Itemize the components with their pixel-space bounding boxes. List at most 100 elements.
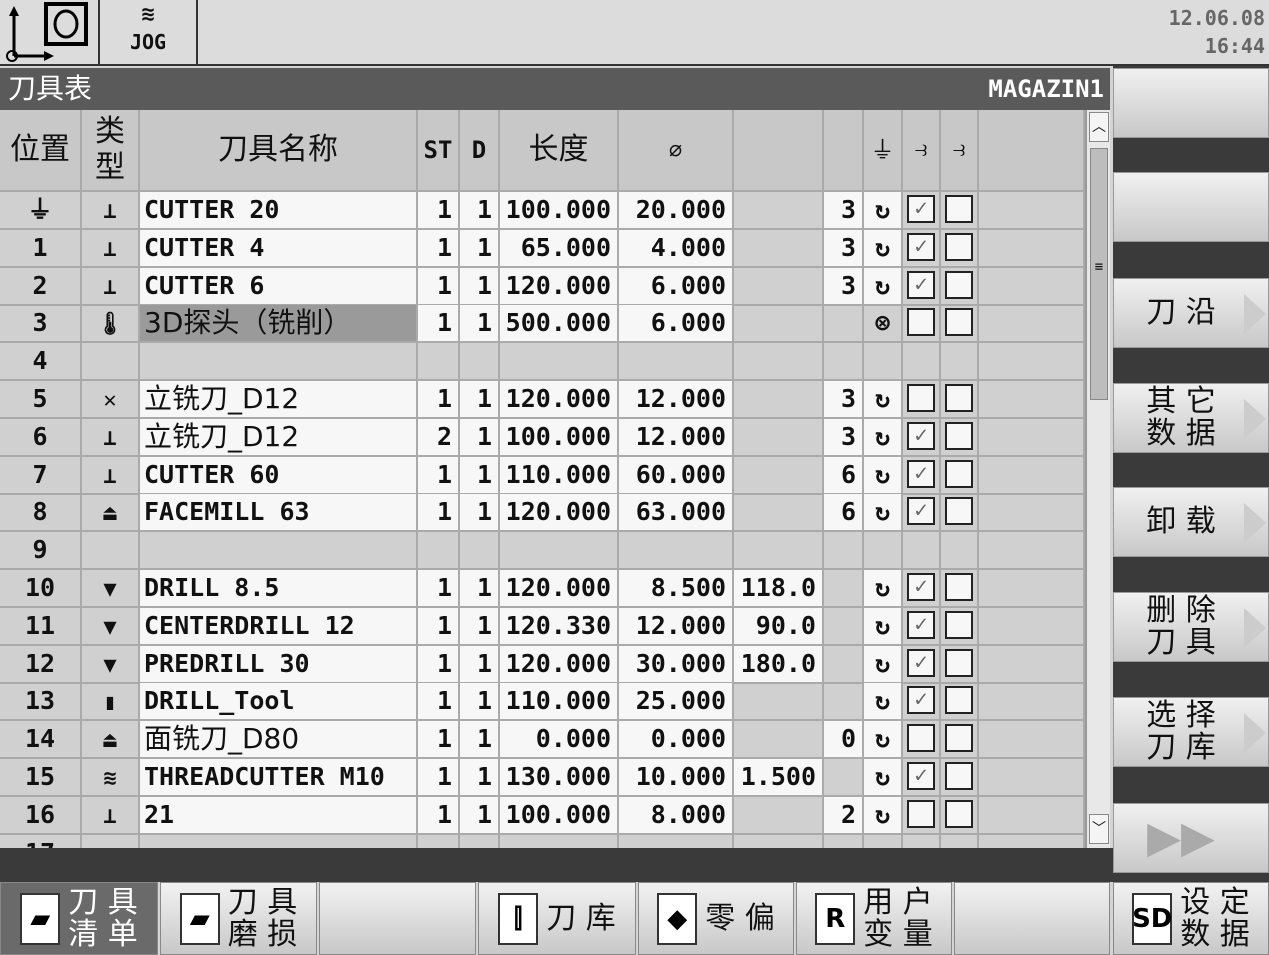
cell-len[interactable]: 0.000 xyxy=(500,721,619,760)
table-row[interactable]: 14 ⏏ 面铣刀_D80 1 1 0.000 0.000 0 ↻ xyxy=(0,721,1085,760)
cell-d[interactable]: 1 xyxy=(460,494,500,533)
table-row[interactable]: 15 ≋ THREADCUTTER M10 1 1 130.000 10.000 1.500 ↻… xyxy=(0,759,1085,797)
coolant2-checkbox[interactable] xyxy=(945,497,973,526)
horizontal-softkey-7[interactable] xyxy=(954,882,1110,955)
cell-st[interactable]: 1 xyxy=(418,229,460,268)
cell-dia[interactable]: 25.000 xyxy=(619,683,734,722)
cell-c2[interactable] xyxy=(941,267,979,306)
cell-name[interactable]: 21 xyxy=(140,796,418,835)
cell-c1[interactable]: ✓ xyxy=(903,645,941,684)
cell-c7[interactable] xyxy=(734,834,824,848)
coolant1-checkbox[interactable]: ✓ xyxy=(907,762,935,790)
coolant2-checkbox[interactable] xyxy=(945,459,973,488)
cell-len[interactable] xyxy=(500,532,619,571)
cell-len[interactable]: 120.000 xyxy=(500,381,619,419)
cell-sp[interactable]: ↻ xyxy=(864,418,903,457)
cell-len[interactable]: 120.000 xyxy=(500,645,619,684)
cell-d[interactable]: 1 xyxy=(460,721,500,760)
coolant1-checkbox[interactable]: ✓ xyxy=(907,270,935,299)
cell-c2[interactable] xyxy=(941,645,979,684)
cell-d[interactable]: 1 xyxy=(460,759,500,797)
cell-name[interactable]: 立铣刀_D12 xyxy=(140,418,418,457)
cell-c2[interactable] xyxy=(941,796,979,835)
cell-sp[interactable]: ↻ xyxy=(864,229,903,268)
cell-len[interactable]: 110.000 xyxy=(500,456,619,495)
cell-c2[interactable] xyxy=(941,759,979,797)
cell-d[interactable]: 1 xyxy=(460,192,500,230)
cell-d[interactable]: 1 xyxy=(460,229,500,268)
cell-name[interactable]: FACEMILL 63 xyxy=(140,494,418,533)
cell-c8[interactable]: 6 xyxy=(824,494,864,533)
cell-sp[interactable]: ↻ xyxy=(864,381,903,419)
cell-sp[interactable]: ↻ xyxy=(864,192,903,230)
cell-sp[interactable]: ↻ xyxy=(864,796,903,835)
cell-len[interactable]: 100.000 xyxy=(500,418,619,457)
cell-c1[interactable]: ✓ xyxy=(903,494,941,533)
table-row[interactable]: ⏚ ⊥ CUTTER 20 1 1 100.000 20.000 3 ↻ ✓ xyxy=(0,192,1085,230)
table-row[interactable]: 8 ⏏ FACEMILL 63 1 1 120.000 63.000 6 ↻ ✓ xyxy=(0,494,1085,533)
cell-len[interactable]: 120.330 xyxy=(500,607,619,646)
cell-name[interactable] xyxy=(140,834,418,848)
cell-name[interactable] xyxy=(140,532,418,571)
vertical-softkey-4[interactable]: 其 它 数 据 xyxy=(1113,383,1269,453)
cell-sp[interactable]: ↻ xyxy=(864,607,903,646)
cell-c2[interactable] xyxy=(941,607,979,646)
vertical-softkey-2[interactable] xyxy=(1113,172,1269,242)
cell-pos[interactable]: 5 xyxy=(0,381,82,419)
cell-dia[interactable]: 12.000 xyxy=(619,607,734,646)
cell-pos[interactable]: 14 xyxy=(0,721,82,760)
cell-dia[interactable]: 63.000 xyxy=(619,494,734,533)
coolant2-checkbox[interactable] xyxy=(945,270,973,299)
coolant2-checkbox[interactable] xyxy=(945,308,973,337)
coolant2-checkbox[interactable] xyxy=(945,421,973,450)
coolant1-checkbox[interactable] xyxy=(907,724,935,753)
cell-c2[interactable] xyxy=(941,229,979,268)
cell-len[interactable]: 120.000 xyxy=(500,267,619,306)
cell-len[interactable]: 100.000 xyxy=(500,192,619,230)
cell-pos[interactable]: 7 xyxy=(0,456,82,495)
cell-c8[interactable]: 3 xyxy=(824,229,864,268)
cell-st[interactable]: 1 xyxy=(418,456,460,495)
cell-name[interactable]: DRILL 8.5 xyxy=(140,570,418,608)
cell-sp[interactable]: ↻ xyxy=(864,570,903,608)
coolant1-checkbox[interactable]: ✓ xyxy=(907,459,935,488)
table-row[interactable]: 2 ⊥ CUTTER 6 1 1 120.000 6.000 3 ↻ ✓ xyxy=(0,267,1085,306)
cell-st[interactable] xyxy=(418,834,460,848)
cell-d[interactable]: 1 xyxy=(460,381,500,419)
cell-sp[interactable]: ↻ xyxy=(864,267,903,306)
cell-name[interactable]: CUTTER 20 xyxy=(140,192,418,230)
coolant1-checkbox[interactable]: ✓ xyxy=(907,648,935,677)
cell-dia[interactable] xyxy=(619,532,734,571)
cell-c1[interactable] xyxy=(903,381,941,419)
vertical-softkey-1[interactable] xyxy=(1113,68,1269,138)
coolant2-checkbox[interactable] xyxy=(945,573,973,601)
cell-c8[interactable] xyxy=(824,683,864,722)
coolant2-checkbox[interactable] xyxy=(945,799,973,828)
table-row[interactable]: 4 xyxy=(0,343,1085,382)
vertical-softkey-6[interactable]: 删 除 刀 具 xyxy=(1113,592,1269,662)
cell-st[interactable]: 1 xyxy=(418,267,460,306)
cell-c7[interactable] xyxy=(734,267,824,306)
coolant2-checkbox[interactable] xyxy=(945,195,973,223)
cell-name[interactable] xyxy=(140,343,418,382)
cell-c7[interactable] xyxy=(734,721,824,760)
cell-sp[interactable]: ↻ xyxy=(864,494,903,533)
cell-c7[interactable] xyxy=(734,418,824,457)
table-row[interactable]: 9 xyxy=(0,532,1085,571)
cell-st[interactable]: 1 xyxy=(418,721,460,760)
cell-pos[interactable]: 12 xyxy=(0,645,82,684)
cell-dia[interactable]: 10.000 xyxy=(619,759,734,797)
cell-sp[interactable]: ↻ xyxy=(864,759,903,797)
cell-d[interactable]: 1 xyxy=(460,607,500,646)
cell-dia[interactable]: 8.500 xyxy=(619,570,734,608)
table-row[interactable]: 6 ⊥ 立铣刀_D12 2 1 100.000 12.000 3 ↻ ✓ xyxy=(0,418,1085,457)
cell-dia[interactable]: 12.000 xyxy=(619,418,734,457)
cell-c8[interactable]: 3 xyxy=(824,267,864,306)
cell-d[interactable] xyxy=(460,532,500,571)
cell-c1[interactable] xyxy=(903,721,941,760)
cell-c2[interactable] xyxy=(941,834,979,848)
coolant1-checkbox[interactable]: ✓ xyxy=(907,421,935,450)
cell-len[interactable]: 130.000 xyxy=(500,759,619,797)
cell-d[interactable]: 1 xyxy=(460,645,500,684)
cell-sp[interactable] xyxy=(864,532,903,571)
